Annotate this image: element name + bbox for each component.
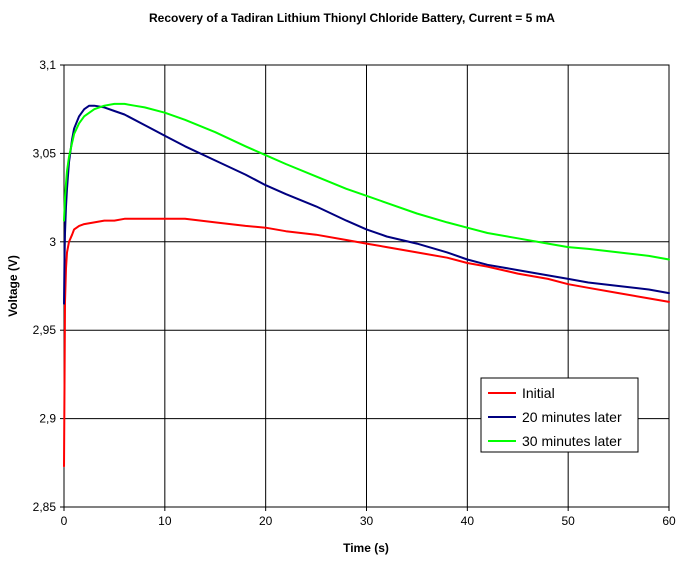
x-tick-label: 20	[259, 514, 273, 528]
y-tick-label: 2,9	[39, 412, 56, 426]
x-tick-label: 30	[360, 514, 374, 528]
y-tick-label: 3	[49, 235, 56, 249]
legend-box	[480, 377, 639, 453]
x-tick-label: 50	[561, 514, 575, 528]
legend-label: Initial	[522, 385, 555, 401]
x-tick-label: 40	[461, 514, 475, 528]
series-group	[63, 102, 670, 468]
legend: Initial 20 minutes later 30 minutes later	[480, 377, 639, 453]
chart-title: Recovery of a Tadiran Lithium Thionyl Ch…	[149, 11, 555, 25]
y-tick-label: 2,85	[33, 500, 57, 514]
y-tick-label: 3,1	[39, 58, 56, 72]
y-tick-label: 3,05	[33, 146, 57, 160]
y-tick-label: 2,95	[33, 323, 57, 337]
series-line-3	[63, 102, 670, 261]
legend-label: 20 minutes later	[522, 409, 622, 425]
y-ticks: 2,85 2,9 2,95 3 3,05 3,1	[33, 58, 64, 514]
y-axis-label: Voltage (V)	[6, 255, 20, 317]
x-tick-label: 10	[158, 514, 172, 528]
x-tick-label: 60	[662, 514, 676, 528]
series-line-1	[63, 217, 670, 468]
x-ticks: 0 10 20 30 40 50 60	[61, 507, 676, 528]
legend-label: 30 minutes later	[522, 433, 622, 449]
x-axis-label: Time (s)	[343, 541, 389, 555]
x-tick-label: 0	[61, 514, 68, 528]
